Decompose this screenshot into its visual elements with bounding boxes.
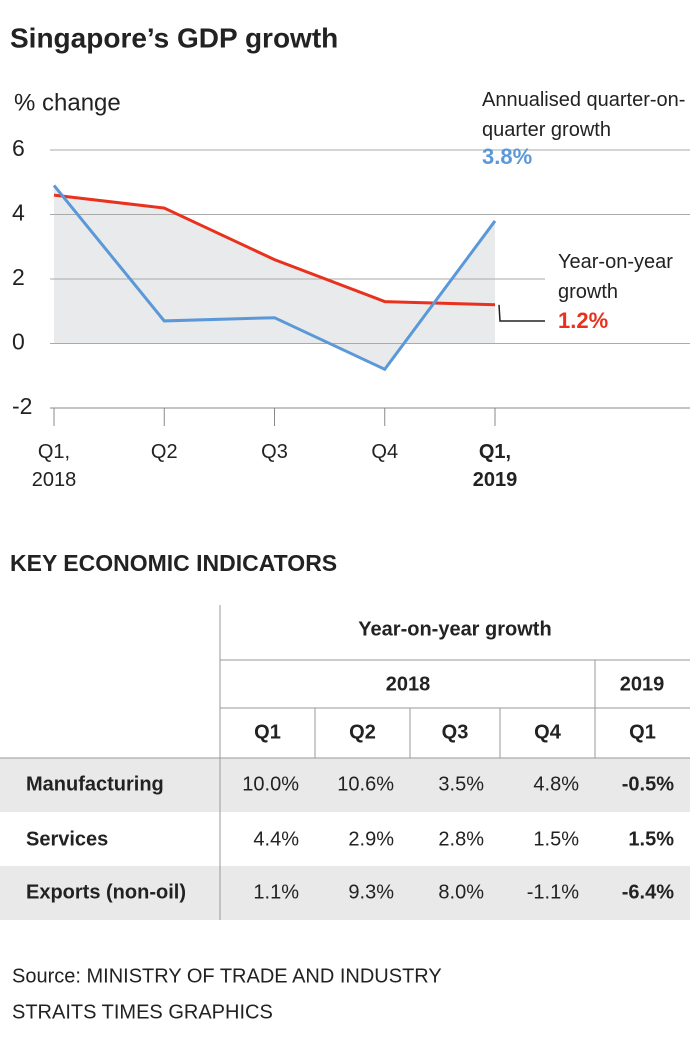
cell: 2.8% — [438, 828, 484, 850]
x-tick-label: Q4 — [371, 441, 399, 463]
x-tick-label: Q1, 2018 — [31, 441, 77, 491]
cell: 4.8% — [533, 773, 579, 795]
cell: -6.4% — [622, 881, 674, 903]
column-header: Q1 — [254, 721, 281, 743]
cell: 4.4% — [253, 828, 299, 850]
table-title: KEY ECONOMIC INDICATORS — [10, 550, 337, 576]
series-name: Annualised quarter-on-quarter growth — [482, 89, 686, 141]
y-tick-label: 4 — [12, 200, 25, 226]
cell: 10.6% — [337, 773, 394, 795]
cell: 3.5% — [438, 773, 484, 795]
row-label: Services — [26, 828, 108, 850]
row-bg — [0, 866, 690, 920]
y-axis-label: % change — [14, 89, 121, 116]
cell: 1.5% — [533, 828, 579, 850]
cell: 2.9% — [348, 828, 394, 850]
x-tick-label: Q1, 2019 — [472, 441, 518, 491]
cell: 8.0% — [438, 881, 484, 903]
year: 2018 — [386, 673, 431, 695]
plot: -2 0 2 4 6 3.8% 1.2% — [12, 135, 690, 426]
y-tick-label: 0 — [12, 329, 25, 355]
year: 2019 — [620, 673, 665, 695]
column-header: Q4 — [534, 721, 562, 743]
row-bg — [0, 758, 690, 812]
x-tick-label: Q2 — [150, 441, 178, 463]
row-label: Manufacturing — [26, 773, 164, 795]
x-tick-label: Q3 — [261, 441, 288, 463]
connector — [498, 304, 545, 322]
shade — [54, 195, 495, 344]
cell: 1.1% — [253, 881, 299, 903]
column-header: Q1 — [629, 721, 656, 743]
value-label: 1.2% — [558, 308, 608, 333]
source: Source: MINISTRY OF TRADE AND INDUSTRY — [12, 965, 442, 987]
cell: 1.5% — [628, 828, 674, 850]
line — [53, 193, 496, 307]
chart-title: Singapore’s GDP growth — [10, 22, 338, 53]
cell: -0.5% — [622, 773, 674, 795]
cell: 9.3% — [348, 881, 394, 903]
cell: 10.0% — [242, 773, 299, 795]
row-label: Exports (non-oil) — [26, 881, 186, 903]
y-tick-label: 6 — [12, 135, 25, 161]
y-tick-label: 2 — [12, 264, 25, 290]
value-label: 3.8% — [482, 144, 532, 169]
column-header: Q3 — [442, 721, 469, 743]
cell: -1.1% — [527, 881, 579, 903]
column-header: Q2 — [349, 721, 376, 743]
line — [52, 184, 497, 372]
series-name: Year-on-year growth — [558, 251, 673, 303]
y-tick-label: -2 — [12, 393, 32, 419]
table-header: Year-on-year growth — [358, 618, 551, 640]
credit: STRAITS TIMES GRAPHICS — [12, 1001, 273, 1023]
